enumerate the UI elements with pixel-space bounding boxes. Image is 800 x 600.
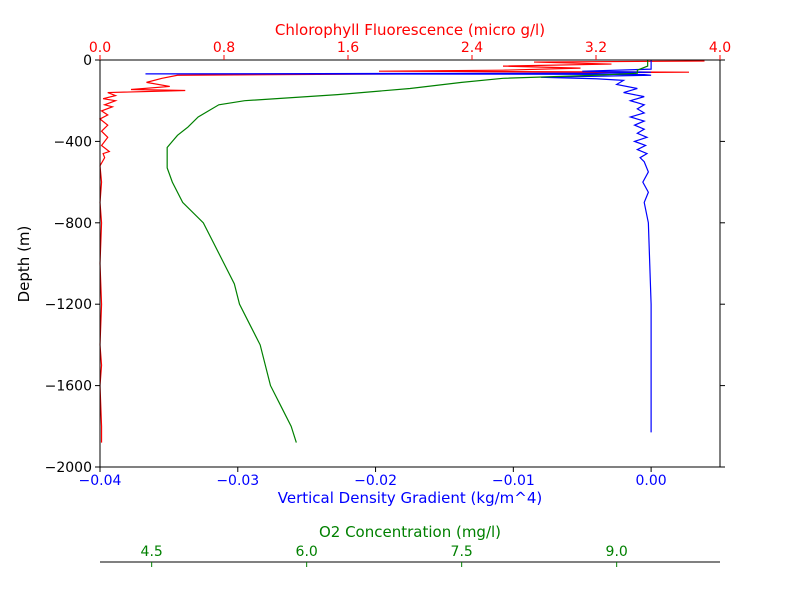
density-tick-label: −0.03 [216,473,259,489]
chl-tick-label: 3.2 [585,40,607,56]
density-tick-label: 0.00 [636,473,667,489]
series-line-density [145,60,652,433]
density-tick-label: −0.02 [354,473,397,489]
o2-tick-label: 6.0 [296,544,318,560]
o2-tick-label: 9.0 [606,544,628,560]
chl-tick-label: 2.4 [461,40,483,56]
y-tick-label: −400 [54,134,92,150]
y-axis-title: Depth (m) [15,226,33,303]
density-tick-label: −0.01 [492,473,535,489]
y-tick-label: −800 [54,216,92,232]
o2-tick-label: 7.5 [451,544,473,560]
plot-frame [99,59,721,468]
top-axis-title: Chlorophyll Fluorescence (micro g/l) [275,21,545,39]
series-line-chl [98,60,705,443]
y-tick-label: 0 [83,53,92,69]
bottom-axis-title: Vertical Density Gradient (kg/m^4) [278,489,542,507]
o2-axis-title: O2 Concentration (mg/l) [319,523,501,541]
density-tick-label: −0.04 [79,473,122,489]
series-layer [98,60,705,443]
series-line-o2 [166,60,649,443]
y-tick-label: −1200 [45,297,92,313]
axes-layer: 0 −400 −800 −1200 −1600 −2000−0.04 −0.03 −0.02 −… [45,40,731,567]
chl-tick-label: 4.0 [709,40,731,56]
o2-tick-label: 4.5 [141,544,163,560]
chl-tick-label: 1.6 [337,40,359,56]
y-tick-label: −2000 [45,460,92,476]
chl-tick-label: 0.0 [89,40,111,56]
y-tick-label: −1600 [45,379,92,395]
chl-tick-label: 0.8 [213,40,235,56]
